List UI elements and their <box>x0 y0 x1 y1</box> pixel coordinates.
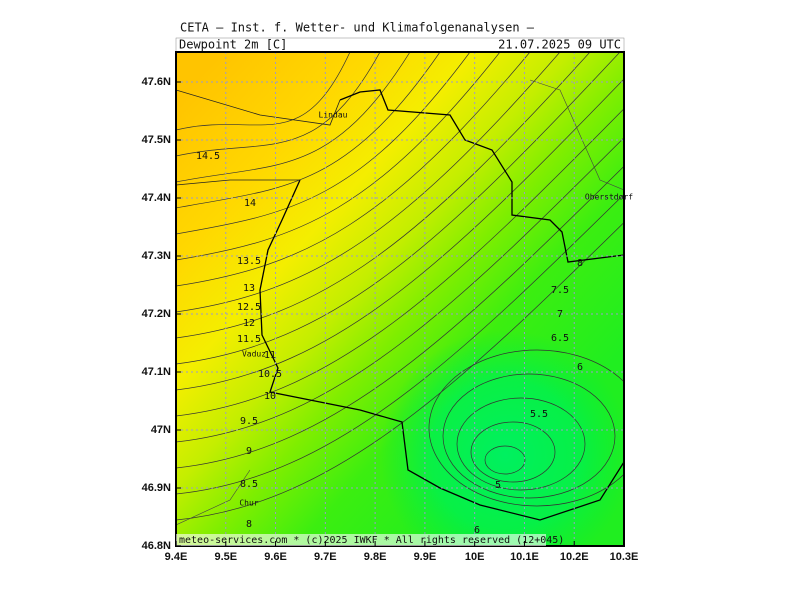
contour-label: 6.5 <box>551 333 569 344</box>
lake-shore <box>176 89 341 186</box>
contour-line <box>176 52 561 313</box>
contour-line <box>176 78 624 391</box>
field-name: Dewpoint_2m_[C] <box>179 38 287 52</box>
x-tick-label: 9.9E <box>414 551 437 563</box>
contour-label: 8 <box>246 519 252 530</box>
contour-label: 6 <box>474 525 480 536</box>
header-title: CETA — Inst. f. Wetter- und Klimafolgena… <box>180 21 535 35</box>
contour-label: 8 <box>577 258 583 269</box>
datetime: 21.07.2025 09 UTC <box>498 38 621 52</box>
place-label: Lindau <box>319 111 348 120</box>
field-core <box>176 52 624 546</box>
y-tick-label: 46.9N <box>142 482 171 494</box>
contour-line <box>484 445 526 475</box>
contour-label: 7 <box>557 309 563 320</box>
contour-label: 12.5 <box>237 302 261 313</box>
contour-label: 7.5 <box>551 285 569 296</box>
place-label: Chur <box>239 499 258 508</box>
y-tick-label: 47N <box>151 424 171 436</box>
x-tick-label: 10.2E <box>560 551 589 563</box>
contour-line <box>176 137 624 443</box>
x-tick-label: 10.1E <box>510 551 539 563</box>
contour-line <box>176 165 624 469</box>
contour-line <box>176 52 501 261</box>
contour-line <box>176 108 624 417</box>
x-tick-label: 9.5E <box>214 551 237 563</box>
border <box>259 179 624 521</box>
contour-line <box>176 221 624 521</box>
contour-label: 10 <box>264 391 276 402</box>
x-tick-label: 10.3E <box>610 551 639 563</box>
contour-label: 13.5 <box>237 256 261 267</box>
map-area <box>176 52 624 546</box>
contour-line <box>176 52 381 157</box>
y-tick-label: 47.6N <box>142 76 171 88</box>
contour-label: 9.5 <box>240 416 258 427</box>
contour-label: 5.5 <box>530 409 548 420</box>
x-tick-label: 9.7E <box>314 551 337 563</box>
x-tick-label: 9.8E <box>364 551 387 563</box>
y-tick-label: 47.4N <box>142 192 171 204</box>
y-tick-label: 47.5N <box>142 134 171 146</box>
border <box>339 89 624 263</box>
y-tick-label: 47.2N <box>142 308 171 320</box>
contour-label: 10.5 <box>258 369 282 380</box>
footer-box <box>176 534 546 546</box>
contour-label: 9 <box>246 446 252 457</box>
contour-line <box>176 52 621 365</box>
place-label: Oberstdorf <box>585 193 633 202</box>
contour-line <box>176 52 471 235</box>
contour-label: 14.5 <box>196 151 220 162</box>
contour-label: 6 <box>577 362 583 373</box>
contour-line <box>428 349 624 507</box>
contour-label: 11.5 <box>237 334 261 345</box>
footer: meteo-services.com * (c)2025 IWKF * All … <box>179 535 564 546</box>
contour-label: 13 <box>243 283 255 294</box>
x-tick-label: 9.4E <box>165 551 188 563</box>
x-tick-label: 10E <box>465 551 485 563</box>
y-tick-label: 46.8N <box>142 540 171 552</box>
contour-label: 11 <box>264 350 276 361</box>
contour-line <box>176 52 441 209</box>
contour-label: 5 <box>495 480 501 491</box>
contour-label: 12 <box>243 318 255 329</box>
y-tick-label: 47.3N <box>142 250 171 262</box>
contour-line <box>442 373 616 499</box>
contour-line <box>176 52 531 287</box>
contour-label: 14 <box>244 198 256 209</box>
place-label: Vaduz <box>242 350 266 359</box>
contour-line <box>176 193 624 495</box>
contour-line <box>470 421 556 483</box>
y-tick-label: 47.1N <box>142 366 171 378</box>
x-tick-label: 9.6E <box>264 551 287 563</box>
contour-label: 8.5 <box>240 479 258 490</box>
contour-line <box>456 397 586 491</box>
road <box>176 79 624 526</box>
contour-line <box>176 52 411 183</box>
